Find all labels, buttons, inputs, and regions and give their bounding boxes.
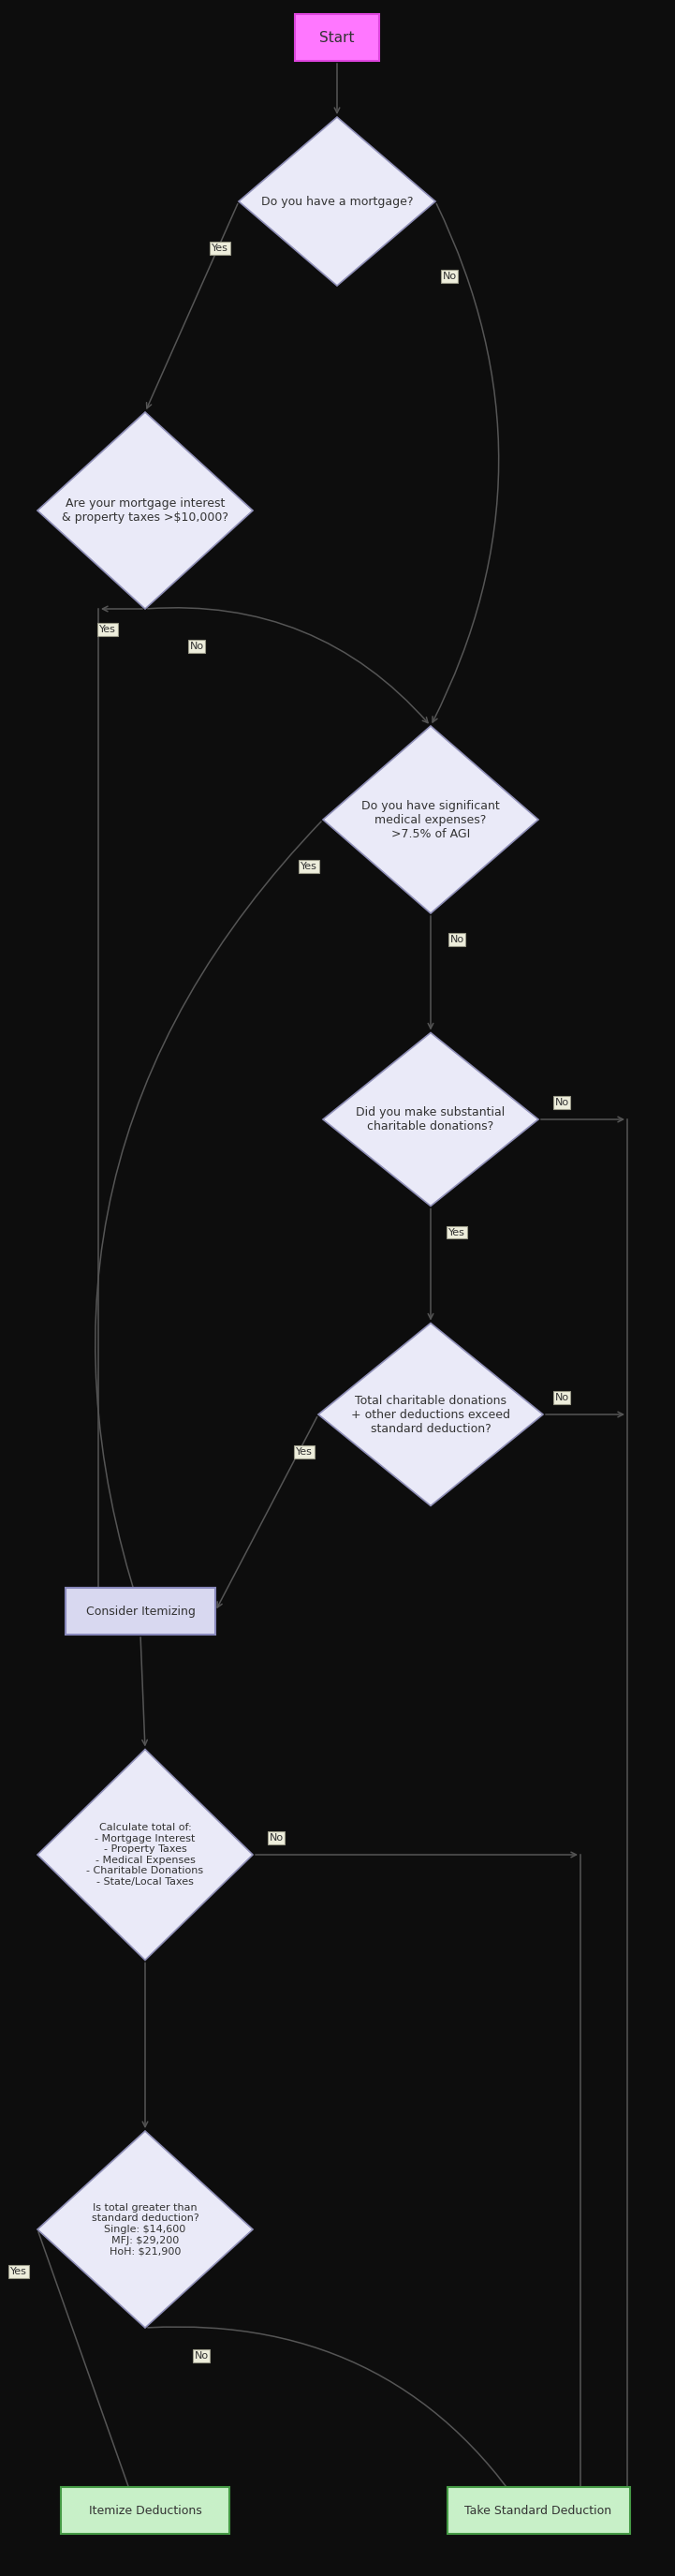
Text: Itemize Deductions: Itemize Deductions [88, 2504, 202, 2517]
Bar [65, 1587, 215, 1636]
Polygon shape [319, 1324, 543, 1507]
Polygon shape [239, 116, 435, 286]
Text: Yes: Yes [99, 626, 116, 634]
Text: No: No [194, 2352, 209, 2360]
Text: Are your mortgage interest
& property taxes >$10,000?: Are your mortgage interest & property ta… [62, 497, 228, 523]
Text: No: No [555, 1394, 569, 1401]
Text: Take Standard Deduction: Take Standard Deduction [465, 2504, 612, 2517]
Polygon shape [323, 1033, 539, 1206]
Text: Start: Start [319, 31, 354, 44]
Text: No: No [450, 935, 464, 945]
Polygon shape [37, 412, 252, 608]
Bar [295, 13, 379, 62]
Bar [61, 2486, 230, 2535]
Polygon shape [37, 1749, 252, 1960]
Text: Calculate total of:
- Mortgage Interest
- Property Taxes
- Medical Expenses
- Ch: Calculate total of: - Mortgage Interest … [86, 1824, 204, 1886]
Polygon shape [37, 2130, 252, 2329]
Text: Yes: Yes [448, 1229, 465, 1236]
Text: Do you have a mortgage?: Do you have a mortgage? [261, 196, 413, 209]
Text: Did you make substantial
charitable donations?: Did you make substantial charitable dona… [356, 1105, 505, 1133]
Text: No: No [269, 1834, 284, 1842]
Text: Do you have significant
medical expenses?
>7.5% of AGI: Do you have significant medical expenses… [362, 799, 500, 840]
Text: No: No [190, 641, 204, 652]
Text: Total charitable donations
+ other deductions exceed
standard deduction?: Total charitable donations + other deduc… [351, 1394, 510, 1435]
Text: Consider Itemizing: Consider Itemizing [86, 1605, 195, 1618]
Text: Yes: Yes [10, 2267, 27, 2277]
Text: No: No [442, 270, 456, 281]
Text: Is total greater than
standard deduction?
Single: $14,600
MFJ: $29,200
HoH: $21,: Is total greater than standard deduction… [91, 2202, 199, 2257]
Text: No: No [555, 1097, 569, 1108]
Bar [447, 2486, 630, 2535]
Text: Yes: Yes [296, 1448, 313, 1455]
Text: Yes: Yes [212, 245, 228, 252]
Polygon shape [323, 726, 539, 914]
Text: Yes: Yes [300, 863, 317, 871]
